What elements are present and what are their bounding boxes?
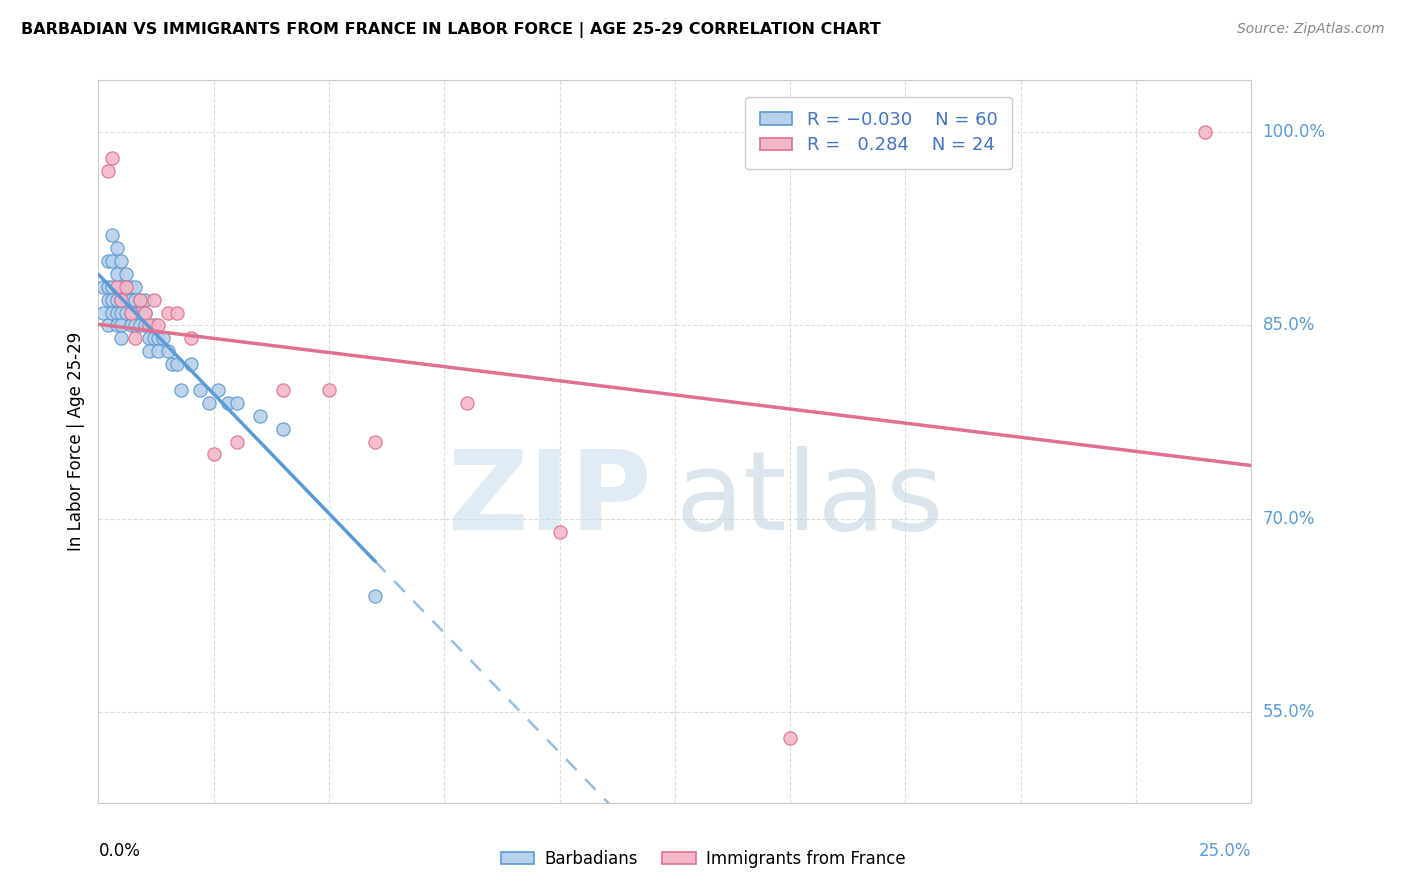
Legend: R = −0.030    N = 60, R =   0.284    N = 24: R = −0.030 N = 60, R = 0.284 N = 24 xyxy=(745,96,1012,169)
Point xyxy=(105,305,128,319)
Point xyxy=(120,305,142,319)
Point xyxy=(129,293,152,307)
Point xyxy=(124,279,146,293)
Text: 70.0%: 70.0% xyxy=(1263,510,1315,528)
Text: 25.0%: 25.0% xyxy=(1199,842,1251,860)
Point xyxy=(207,383,229,397)
Point xyxy=(152,331,174,345)
Point xyxy=(364,590,387,604)
Point xyxy=(110,279,132,293)
Point xyxy=(97,293,120,307)
Point xyxy=(271,383,294,397)
Point xyxy=(101,279,124,293)
Point xyxy=(110,305,132,319)
Point xyxy=(148,331,170,345)
Y-axis label: In Labor Force | Age 25-29: In Labor Force | Age 25-29 xyxy=(66,332,84,551)
Point xyxy=(97,318,120,333)
Point xyxy=(120,318,142,333)
Point xyxy=(134,293,156,307)
Point xyxy=(249,409,271,423)
Text: 100.0%: 100.0% xyxy=(1263,123,1326,141)
Point xyxy=(124,293,146,307)
Point xyxy=(115,267,138,281)
Point xyxy=(148,344,170,359)
Point xyxy=(129,305,152,319)
Point xyxy=(166,357,188,371)
Point xyxy=(91,305,114,319)
Point xyxy=(101,253,124,268)
Point xyxy=(110,331,132,345)
Text: 55.0%: 55.0% xyxy=(1263,704,1315,722)
Point xyxy=(138,331,160,345)
Point xyxy=(97,163,120,178)
Point xyxy=(188,383,211,397)
Point xyxy=(115,293,138,307)
Point xyxy=(105,241,128,255)
Point xyxy=(129,318,152,333)
Point xyxy=(110,253,132,268)
Point xyxy=(180,357,202,371)
Point xyxy=(101,151,124,165)
Point xyxy=(225,434,247,449)
Point xyxy=(101,228,124,243)
Point xyxy=(142,331,165,345)
Point xyxy=(134,318,156,333)
Text: atlas: atlas xyxy=(675,446,943,553)
Point xyxy=(779,731,801,746)
Point xyxy=(148,318,170,333)
Point xyxy=(105,318,128,333)
Point xyxy=(160,357,183,371)
Point xyxy=(97,253,120,268)
Point xyxy=(364,434,387,449)
Text: BARBADIAN VS IMMIGRANTS FROM FRANCE IN LABOR FORCE | AGE 25-29 CORRELATION CHART: BARBADIAN VS IMMIGRANTS FROM FRANCE IN L… xyxy=(21,22,880,38)
Point xyxy=(110,293,132,307)
Point xyxy=(142,318,165,333)
Point xyxy=(120,305,142,319)
Point xyxy=(1194,125,1216,139)
Point xyxy=(120,293,142,307)
Point xyxy=(110,293,132,307)
Point xyxy=(548,524,571,539)
Point xyxy=(124,305,146,319)
Point xyxy=(97,279,120,293)
Point xyxy=(115,279,138,293)
Point xyxy=(134,305,156,319)
Point xyxy=(101,293,124,307)
Text: ZIP: ZIP xyxy=(449,446,652,553)
Point xyxy=(124,331,146,345)
Text: Source: ZipAtlas.com: Source: ZipAtlas.com xyxy=(1237,22,1385,37)
Point xyxy=(198,396,221,410)
Text: 85.0%: 85.0% xyxy=(1263,317,1315,334)
Point xyxy=(170,383,193,397)
Point xyxy=(115,305,138,319)
Point xyxy=(202,447,225,461)
Point xyxy=(225,396,247,410)
Point xyxy=(318,383,340,397)
Point xyxy=(271,422,294,436)
Point xyxy=(110,318,132,333)
Text: 0.0%: 0.0% xyxy=(98,842,141,860)
Point xyxy=(134,305,156,319)
Point xyxy=(156,305,179,319)
Point xyxy=(115,279,138,293)
Point xyxy=(138,344,160,359)
Point xyxy=(138,318,160,333)
Legend: Barbadians, Immigrants from France: Barbadians, Immigrants from France xyxy=(494,844,912,875)
Point xyxy=(129,293,152,307)
Point xyxy=(180,331,202,345)
Point xyxy=(156,344,179,359)
Point xyxy=(456,396,478,410)
Point xyxy=(120,279,142,293)
Point xyxy=(105,293,128,307)
Point xyxy=(217,396,239,410)
Point xyxy=(166,305,188,319)
Point xyxy=(142,293,165,307)
Point xyxy=(105,279,128,293)
Point xyxy=(91,279,114,293)
Point xyxy=(105,267,128,281)
Point xyxy=(124,318,146,333)
Point xyxy=(101,305,124,319)
